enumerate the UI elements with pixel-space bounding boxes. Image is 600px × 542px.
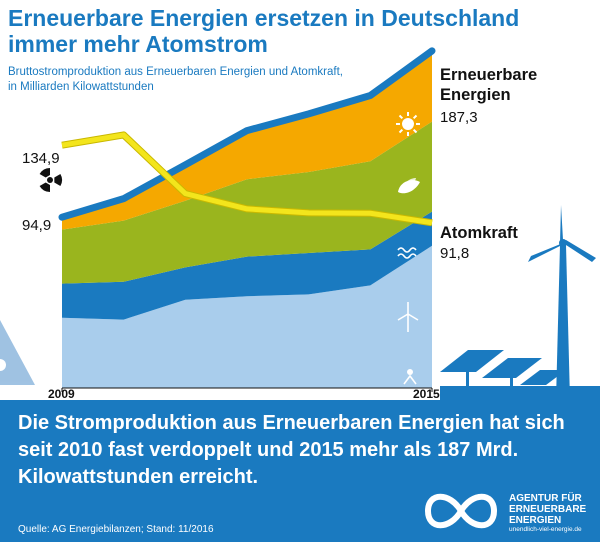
wind-turbine-icon: [397, 302, 419, 332]
message-panel: Die Stromproduktion aus Erneuerbaren Ene…: [0, 400, 600, 542]
area-leaf: [62, 121, 432, 284]
logo-url[interactable]: unendlich-viel-energie.de: [509, 526, 582, 533]
chart-subtitle-line-1: Bruttostromproduktion aus Erneuerbaren E…: [8, 66, 343, 78]
renewables-total-line: [58, 47, 436, 221]
radiation-icon: [47, 177, 53, 183]
message-text: Die Stromproduktion aus Erneuerbaren Ene…: [18, 412, 565, 488]
nuclear-end-label: 91,8: [440, 245, 470, 262]
radiation-icon-blade-2: [39, 168, 50, 178]
chart-title-line-1: Erneuerbare Energien ersetzen in Deutsch…: [8, 5, 520, 31]
area-wind-turbine: [62, 245, 432, 388]
source-text: Quelle: AG Energiebilanzen; Stand: 11/20…: [18, 524, 214, 535]
nuclear-series-label: Atomkraft: [440, 224, 518, 242]
misc-energy-icon-base: [403, 374, 417, 385]
x-tick-2015: 2015: [413, 387, 440, 401]
plot: [39, 47, 436, 392]
solar-panels-silhouette-icon: [440, 350, 600, 400]
area-water-waves: [62, 211, 432, 320]
renewables-series-label-2: Energien: [440, 86, 511, 104]
leaf-icon-2: [402, 178, 416, 190]
radiation-icon-blade-0: [54, 174, 62, 186]
x-tick-2009: 2009: [48, 387, 75, 401]
infinity-logo-icon: [424, 493, 498, 529]
nuclear-line: [61, 132, 433, 226]
radiation-icon-blade-1: [39, 182, 50, 192]
water-waves-icon: [397, 247, 417, 253]
logo-text-line-3: ENERGIEN: [509, 515, 562, 526]
renewables-end-label: 187,3: [440, 109, 478, 126]
sun-icon: [396, 112, 420, 136]
water-waves-icon-2: [397, 253, 417, 259]
radiation-sign-icon: [0, 320, 35, 385]
logo-text-line-1: AGENTUR FÜR: [509, 493, 582, 504]
chart-area: Erneuerbare Energien ersetzen in Deutsch…: [0, 5, 600, 401]
renewables-start-label: 94,9: [22, 217, 52, 234]
misc-energy-icon: [407, 369, 413, 375]
chart-subtitle-line-2: in Milliarden Kilowattstunden: [8, 81, 154, 93]
chart-title-line-2: immer mehr Atomstrom: [8, 31, 268, 57]
nuclear-start-label: 134,9: [22, 150, 60, 167]
chart-svg: [0, 47, 600, 400]
logo-text-line-2: ERNEUERBARE: [509, 504, 587, 515]
wind-turbine-silhouette-icon: [528, 205, 596, 400]
renewables-series-label-1: Erneuerbare: [440, 66, 538, 84]
